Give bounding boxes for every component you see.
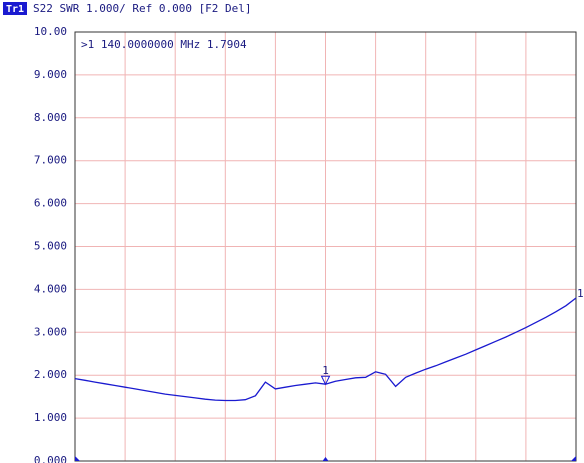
y-tick-label: 10.00 xyxy=(34,25,67,38)
stop-arrow xyxy=(571,456,576,461)
header: S22 SWR 1.000/ Ref 0.000 [F2 Del] xyxy=(33,2,252,15)
y-tick-label: 2.000 xyxy=(34,368,67,381)
y-tick-label: 9.000 xyxy=(34,68,67,81)
trace-end-label: 1 xyxy=(577,287,584,300)
y-tick-label: 1.000 xyxy=(34,411,67,424)
marker-label: 1 xyxy=(322,364,329,377)
marker xyxy=(320,375,331,386)
y-tick-label: 4.000 xyxy=(34,282,67,295)
trace-label: Tr1 xyxy=(6,4,24,15)
marker-readout: >1 140.0000000 MHz 1.7904 xyxy=(81,38,247,51)
start-arrow xyxy=(75,456,80,461)
y-tick-label: 8.000 xyxy=(34,111,67,124)
y-tick-label: 7.000 xyxy=(34,154,67,167)
y-tick-label: 5.000 xyxy=(34,240,67,253)
y-tick-label: 6.000 xyxy=(34,197,67,210)
y-tick-label: 3.000 xyxy=(34,325,67,338)
y-tick-label: 0.000 xyxy=(34,454,67,463)
center-marker xyxy=(322,457,329,461)
trace-box xyxy=(3,2,27,15)
